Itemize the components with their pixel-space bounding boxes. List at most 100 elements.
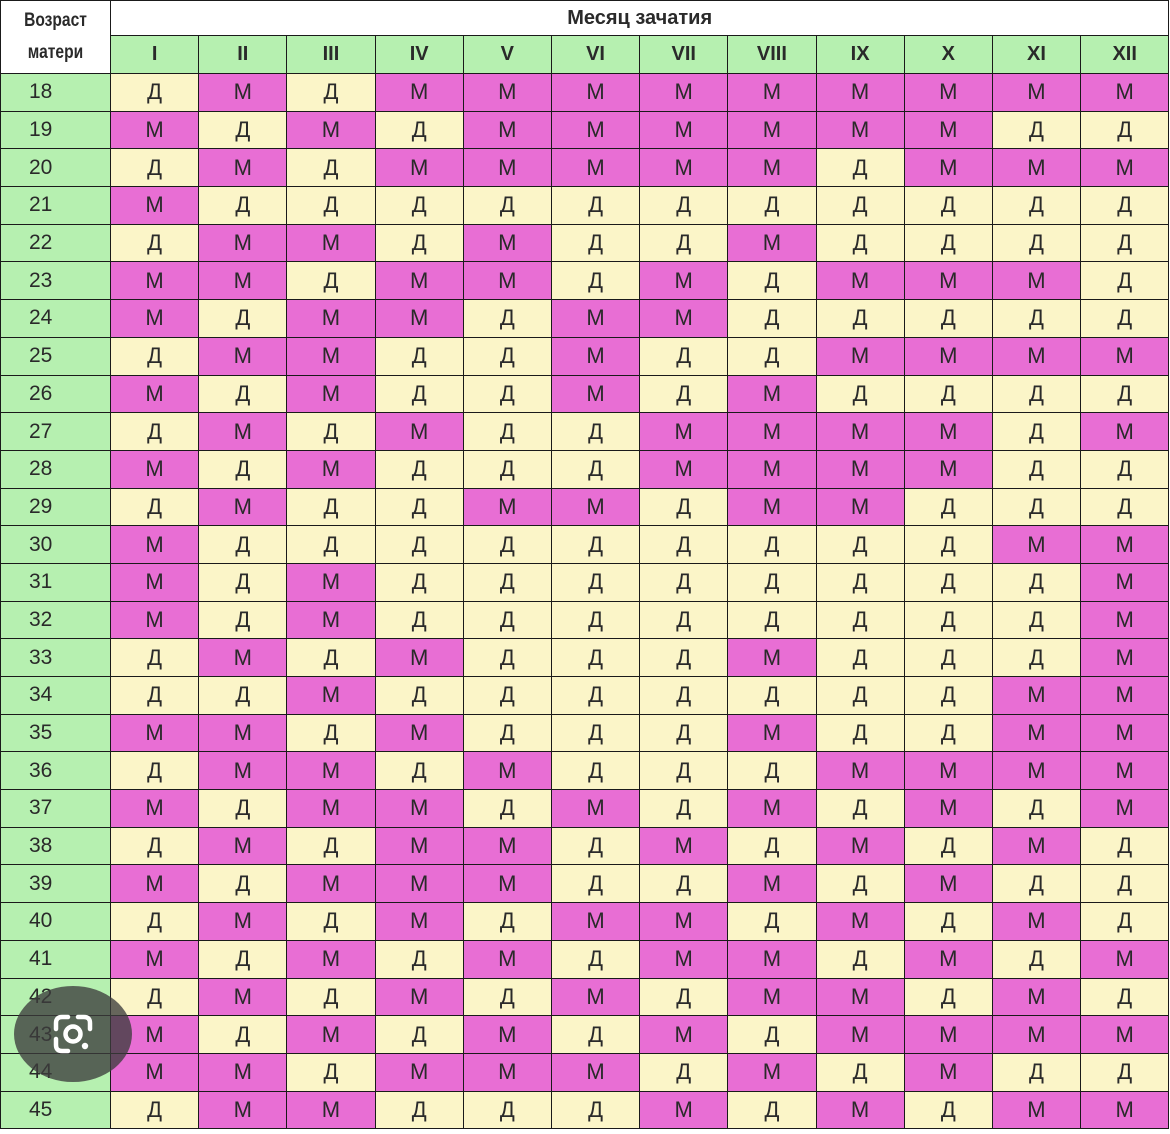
gender-cell: Д	[198, 1015, 288, 1054]
gender-cell: Д	[639, 789, 729, 828]
gender-cell: М	[991, 525, 1082, 564]
gender-cell: Д	[109, 902, 200, 941]
gender-cell: Д	[374, 374, 464, 414]
gender-cell: Д	[903, 826, 993, 866]
gender-cell: М	[550, 336, 641, 376]
gender-cell: М	[286, 676, 376, 715]
gender-cell: Д	[374, 487, 464, 527]
gender-cell: М	[374, 789, 464, 828]
gender-cell: М	[991, 826, 1082, 866]
table-row: 39 М Д М М М Д Д М Д М Д Д	[0, 864, 1170, 904]
gender-cell: Д	[903, 600, 993, 640]
gender-cell: Д	[550, 412, 641, 451]
gender-cell: М	[639, 412, 729, 451]
gender-cell: М	[727, 864, 817, 904]
mother-age-cell: 20	[0, 148, 111, 188]
month-header-1: I	[109, 35, 200, 74]
gender-cell: Д	[462, 789, 552, 828]
mother-age-cell: 25	[0, 336, 111, 376]
google-lens-button[interactable]	[14, 986, 132, 1082]
gender-cell: М	[286, 336, 376, 376]
gender-cell: М	[462, 1015, 552, 1054]
gender-cell: М	[639, 148, 729, 188]
gender-cell: М	[286, 939, 376, 979]
gender-cell: Д	[639, 977, 729, 1017]
gender-cell: Д	[286, 261, 376, 301]
gender-cell: Д	[991, 374, 1082, 414]
gender-cell: М	[903, 261, 993, 301]
gender-cell: Д	[109, 223, 200, 263]
mother-age-cell: 19	[0, 110, 111, 150]
mother-age-cell: 29	[0, 487, 111, 527]
gender-cell: М	[462, 73, 552, 112]
gender-cell: М	[109, 789, 200, 828]
gender-cell: М	[639, 449, 729, 489]
gender-cell: Д	[550, 562, 641, 602]
gender-cell: М	[374, 1052, 464, 1092]
mother-age-cell: 31	[0, 562, 111, 602]
gender-cell: Д	[991, 186, 1082, 225]
gender-cell: Д	[815, 1052, 905, 1092]
gender-cell: М	[462, 110, 552, 150]
gender-cell: Д	[462, 525, 552, 564]
table-row: 22 Д М М Д М Д Д М Д Д Д Д	[0, 223, 1170, 263]
gender-cell: Д	[1080, 977, 1170, 1017]
gender-cell: Д	[198, 525, 288, 564]
table-row: 37 М Д М М Д М Д М Д М Д М	[0, 789, 1170, 828]
mother-age-cell: 18	[0, 73, 111, 112]
gender-cell: Д	[727, 186, 817, 225]
gender-cell: Д	[550, 751, 641, 791]
gender-cell: М	[109, 1052, 200, 1092]
month-header-8: VIII	[727, 35, 817, 74]
mother-age-cell: 22	[0, 223, 111, 263]
gender-cell: М	[727, 110, 817, 150]
gender-cell: М	[991, 902, 1082, 941]
gender-cell: Д	[903, 299, 993, 338]
gender-cell: М	[550, 902, 641, 941]
mother-age-cell: 38	[0, 826, 111, 866]
gender-cell: Д	[727, 525, 817, 564]
gender-cell: М	[109, 939, 200, 979]
chart-body: 18 Д М Д М М М М М М М М М 19 М Д М Д М М М М М М Д Д 20 Д М Д М М М М М Д М…	[0, 73, 1170, 1130]
gender-cell: Д	[727, 336, 817, 376]
table-row: 45 Д М М Д Д Д М Д М Д М М	[0, 1090, 1170, 1130]
gender-cell: М	[462, 1052, 552, 1092]
gender-cell: М	[639, 110, 729, 150]
gender-cell: Д	[1080, 299, 1170, 338]
gender-cell: М	[462, 826, 552, 866]
gender-cell: М	[1080, 562, 1170, 602]
gender-cell: М	[198, 1052, 288, 1092]
gender-cell: Д	[286, 977, 376, 1017]
gender-cell: Д	[462, 449, 552, 489]
gender-cell: М	[198, 148, 288, 188]
gender-cell: Д	[815, 713, 905, 753]
gender-cell: М	[109, 186, 200, 225]
gender-cell: М	[198, 638, 288, 677]
gender-cell: М	[903, 939, 993, 979]
gender-cell: М	[374, 902, 464, 941]
gender-cell: М	[550, 374, 641, 414]
gender-cell: Д	[462, 638, 552, 677]
table-row: 29 Д М Д Д М М Д М М Д Д Д	[0, 487, 1170, 527]
gender-cell: М	[550, 110, 641, 150]
mother-age-cell: 23	[0, 261, 111, 301]
gender-cell: Д	[991, 789, 1082, 828]
gender-cell: М	[815, 110, 905, 150]
month-header-10: X	[903, 35, 993, 74]
gender-cell: М	[198, 336, 288, 376]
gender-cell: Д	[286, 412, 376, 451]
gender-cell: Д	[198, 939, 288, 979]
mother-age-cell: 27	[0, 412, 111, 451]
gender-cell: М	[639, 826, 729, 866]
gender-cell: М	[286, 110, 376, 150]
gender-cell: Д	[462, 977, 552, 1017]
gender-cell: Д	[462, 713, 552, 753]
gender-cell: Д	[550, 939, 641, 979]
gender-cell: Д	[374, 676, 464, 715]
gender-cell: М	[903, 864, 993, 904]
gender-cell: Д	[550, 1090, 641, 1130]
gender-cell: М	[903, 73, 993, 112]
gender-cell: Д	[1080, 110, 1170, 150]
gender-cell: М	[727, 789, 817, 828]
mother-age-cell: 34	[0, 676, 111, 715]
